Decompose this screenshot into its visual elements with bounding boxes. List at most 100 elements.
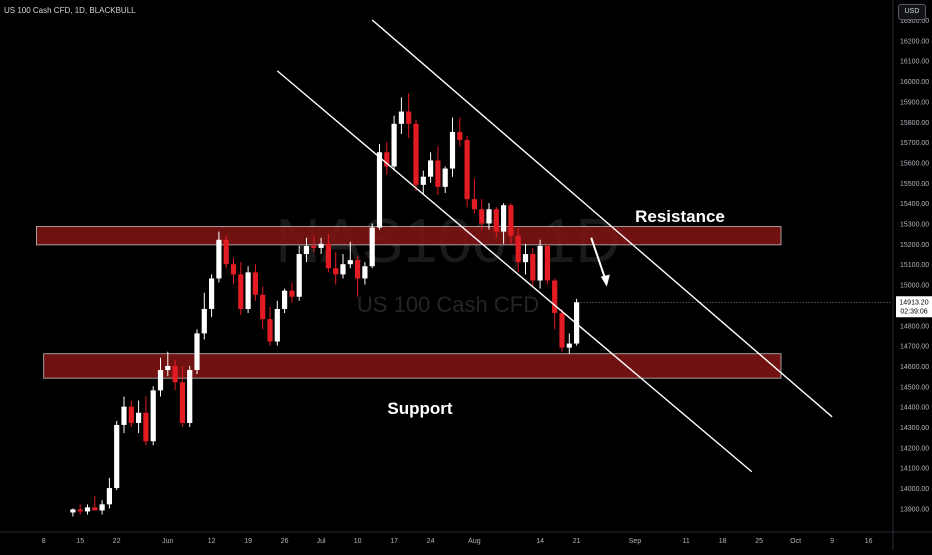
channel-lines-layer (276, 19, 833, 473)
candle-body (106, 488, 112, 505)
current-price-tag-background (896, 296, 932, 318)
price-tick-label: 14200.00 (900, 445, 929, 452)
candle (406, 93, 412, 139)
candle-body (303, 245, 310, 255)
time-tick-label: 11 (682, 538, 689, 545)
time-tick-label: 10 (354, 538, 362, 545)
candle-body (194, 333, 200, 371)
candle-body (537, 245, 543, 281)
candle (296, 245, 302, 301)
price-tick-label: 15600.00 (900, 160, 929, 167)
time-tick-label: 8 (42, 538, 46, 545)
candle (486, 203, 492, 230)
candle (530, 247, 536, 287)
candle (428, 152, 434, 183)
price-tick-label: 14500.00 (900, 384, 929, 391)
candle (274, 300, 280, 346)
candle-body (566, 343, 572, 348)
candle-body (77, 509, 83, 512)
candle (449, 117, 456, 177)
time-axis[interactable]: 8 15 22 Jun 12 19 26 Jul 10 17 24 Aug 14 21 Sep 11 18 25 O… (42, 538, 873, 545)
candle (501, 203, 507, 244)
candle (318, 237, 324, 255)
time-tick-label: 26 (281, 538, 289, 545)
time-tick-label: Jun (162, 538, 173, 545)
price-tick-label: 15300.00 (900, 222, 929, 229)
candle-body (413, 123, 419, 185)
candle (413, 119, 419, 191)
candle (84, 504, 91, 515)
candle-body (369, 227, 375, 267)
candle-body (391, 123, 397, 167)
candle-body (114, 424, 120, 489)
resistance-label: Resistance (635, 207, 725, 226)
candle-body (355, 260, 361, 279)
candle-body (340, 264, 346, 275)
candle-body (274, 308, 280, 342)
time-tick-label: Jul (317, 538, 326, 545)
zones-layer (36, 226, 782, 379)
symbol-title[interactable]: US 100 Cash CFD, 1D, BLACKBULL (4, 6, 136, 15)
time-tick-label: 9 (830, 538, 834, 545)
time-tick-label: Sep (629, 538, 642, 545)
candle-body (267, 319, 273, 342)
candle (77, 504, 83, 515)
time-tick-label: 25 (755, 538, 763, 545)
candle-body (157, 370, 164, 391)
candle-body (172, 365, 178, 383)
projection-arrow-head (600, 274, 610, 287)
price-tick-label: 14100.00 (900, 466, 929, 473)
candle-body (376, 152, 383, 228)
candle-body (179, 382, 185, 423)
candle-body (238, 274, 244, 309)
candle (157, 357, 164, 397)
candle-body (501, 205, 507, 232)
candle (216, 231, 222, 283)
candles-layer (70, 93, 893, 517)
price-tick-label: 14600.00 (900, 364, 929, 371)
candle (522, 243, 529, 275)
candle (493, 207, 499, 238)
price-tick-label: 14700.00 (900, 344, 929, 351)
candle (230, 258, 237, 285)
candle-body (252, 272, 258, 295)
time-tick-label: 14 (536, 538, 544, 545)
candle (165, 351, 171, 377)
resistance-zone (36, 226, 782, 246)
price-tick-label: 15700.00 (900, 140, 929, 147)
candle (311, 235, 317, 252)
candle-body (318, 243, 324, 248)
candle (340, 254, 346, 279)
currency-button[interactable]: USD (898, 4, 926, 20)
price-tick-label: 14300.00 (900, 425, 929, 432)
candle-body (493, 209, 499, 232)
candle (150, 386, 156, 446)
time-tick-label: 19 (244, 538, 252, 545)
price-tick-label: 14000.00 (900, 486, 929, 493)
candle (143, 396, 149, 446)
candle (252, 264, 258, 301)
candle-body (143, 412, 149, 442)
candle (369, 223, 375, 269)
candle (391, 115, 397, 171)
price-tick-label: 15500.00 (900, 181, 929, 188)
candle-body (442, 168, 448, 187)
candle-body (420, 176, 426, 185)
candle (362, 262, 368, 285)
candle (566, 333, 572, 354)
candle-body (121, 406, 127, 425)
candle (471, 178, 477, 214)
price-tick-label: 16200.00 (900, 38, 929, 45)
candle (223, 235, 229, 269)
candle-body (544, 245, 550, 281)
candle-body (282, 290, 288, 309)
candle-body (99, 504, 105, 511)
candle (537, 239, 543, 289)
candle (289, 282, 295, 303)
price-tick-label: 15400.00 (900, 201, 929, 208)
candle-body (515, 235, 521, 263)
candle-body (70, 509, 76, 513)
